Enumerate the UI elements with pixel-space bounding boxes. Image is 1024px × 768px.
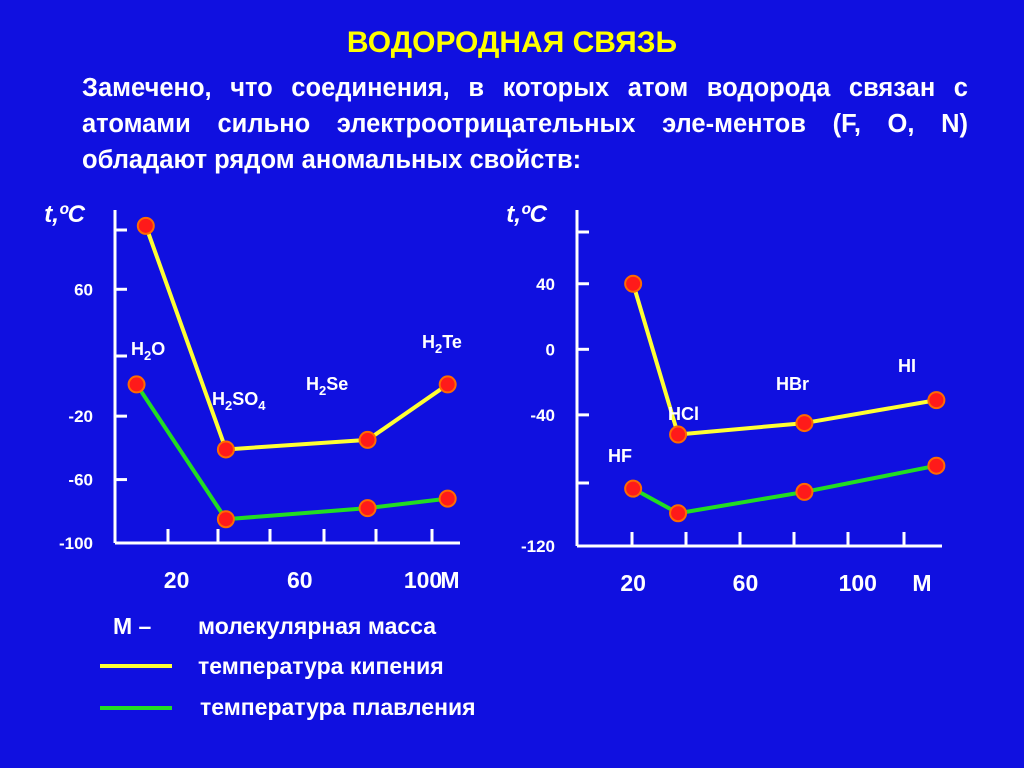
legend-m-text: молекулярная масса	[198, 613, 437, 639]
melting-point	[927, 456, 946, 475]
compound-label: H2Te	[422, 332, 462, 356]
compound-label: H2O	[131, 339, 165, 363]
x-axis-label: M	[912, 570, 931, 596]
compound-label: HBr	[776, 374, 809, 394]
melting-line	[632, 463, 937, 516]
x-tick-label: 20	[164, 567, 190, 593]
boiling-line	[143, 225, 449, 452]
x-tick-label: 100	[404, 567, 442, 593]
compound-label: HCl	[668, 404, 699, 424]
intro-paragraph: Замечено, что соединения, в которых атом…	[82, 74, 968, 174]
compound-label: H2SO4	[212, 389, 266, 413]
legend-melting-label: температура плавления	[200, 694, 476, 720]
legend-m-symbol: М –	[113, 613, 152, 639]
y-tick-label: 0	[546, 340, 555, 359]
boiling-point	[669, 425, 688, 444]
y-tick-label: 40	[536, 275, 555, 294]
y-tick-label: 60	[74, 280, 93, 299]
compound-label: HI	[898, 356, 916, 376]
x-tick-label: 20	[620, 570, 646, 596]
melting-point	[127, 375, 146, 394]
boiling-point	[438, 375, 457, 394]
boiling-point	[624, 274, 643, 293]
boiling-point	[358, 430, 377, 449]
x-axis-label: M	[440, 567, 459, 593]
y-tick-label: -20	[68, 407, 93, 426]
boiling-line	[631, 283, 937, 437]
melting-point	[624, 479, 643, 498]
compound-label: HF	[608, 446, 632, 466]
x-tick-label: 100	[839, 570, 877, 596]
compound-label: H2Se	[306, 374, 348, 398]
legend-boiling-swatch	[100, 664, 172, 668]
y-axis-label: t,ºC	[44, 201, 85, 228]
melting-point	[795, 482, 814, 501]
boiling-point	[795, 414, 814, 433]
melting-point	[438, 489, 457, 508]
melting-point	[358, 499, 377, 518]
melting-line	[134, 383, 448, 522]
y-tick-label: -60	[68, 471, 93, 490]
y-axis-label: t,ºC	[506, 201, 547, 228]
boiling-point	[136, 216, 155, 235]
boiling-point	[927, 391, 946, 410]
x-tick-label: 60	[733, 570, 759, 596]
y-tick-label: -40	[530, 406, 555, 425]
x-tick-label: 60	[287, 567, 313, 593]
y-tick-label: -100	[59, 534, 93, 553]
y-tick-label: -120	[521, 537, 555, 556]
legend-melting-swatch	[100, 706, 172, 710]
page-title: ВОДОРОДНАЯ СВЯЗЬ	[346, 26, 678, 59]
melting-point	[669, 504, 688, 523]
melting-point	[216, 510, 235, 529]
boiling-point	[216, 440, 235, 459]
legend-boiling-label: температура кипения	[198, 653, 444, 679]
